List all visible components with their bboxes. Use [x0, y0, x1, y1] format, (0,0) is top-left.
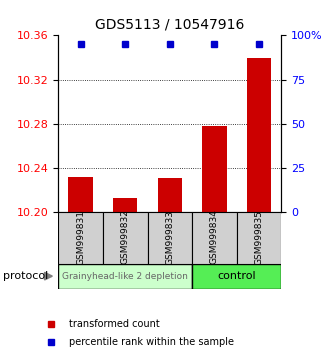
Text: GSM999835: GSM999835 [254, 210, 264, 264]
Bar [192, 264, 281, 289]
Bar [237, 212, 281, 264]
Text: control: control [217, 271, 256, 281]
Bar [148, 212, 192, 264]
Bar [113, 198, 138, 212]
Text: GSM999831: GSM999831 [76, 210, 85, 264]
Bar [192, 212, 237, 264]
Text: GSM999833: GSM999833 [165, 210, 174, 264]
Bar [58, 264, 192, 289]
Bar [68, 177, 93, 212]
Bar [247, 57, 271, 212]
Bar [103, 212, 148, 264]
Text: protocol: protocol [3, 271, 49, 281]
Text: GSM999832: GSM999832 [121, 210, 130, 264]
Title: GDS5113 / 10547916: GDS5113 / 10547916 [95, 17, 244, 32]
Text: GSM999834: GSM999834 [210, 210, 219, 264]
Bar [58, 212, 103, 264]
Text: transformed count: transformed count [69, 319, 160, 329]
Bar [202, 126, 227, 212]
Text: Grainyhead-like 2 depletion: Grainyhead-like 2 depletion [62, 272, 188, 281]
Bar [158, 178, 182, 212]
Text: percentile rank within the sample: percentile rank within the sample [69, 337, 233, 347]
